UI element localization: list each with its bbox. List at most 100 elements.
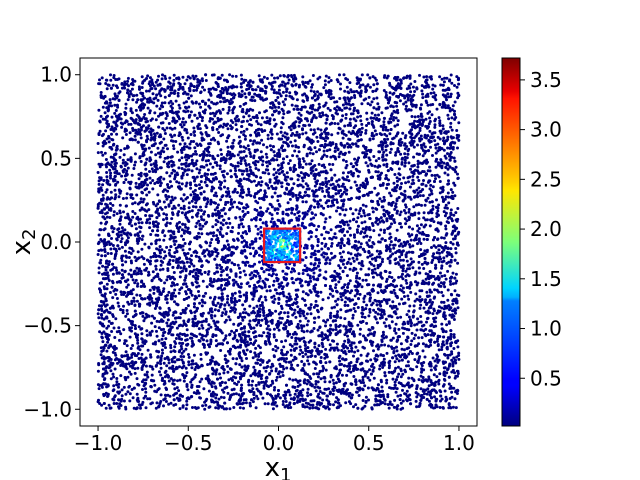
scatter-point xyxy=(118,402,122,406)
scatter-point xyxy=(360,73,364,77)
scatter-point xyxy=(446,173,450,177)
scatter-point xyxy=(310,85,314,89)
scatter-point xyxy=(182,123,186,127)
scatter-point xyxy=(173,288,177,292)
scatter-point xyxy=(349,162,353,166)
scatter-point xyxy=(128,392,132,396)
scatter-point xyxy=(439,281,443,285)
scatter-point xyxy=(107,233,111,237)
scatter-point xyxy=(187,360,191,364)
scatter-point xyxy=(389,147,393,151)
scatter-point xyxy=(392,246,396,250)
scatter-point xyxy=(264,168,268,172)
scatter-point xyxy=(148,217,152,221)
scatter-point xyxy=(456,306,460,310)
scatter-point xyxy=(347,257,351,261)
scatter-point xyxy=(321,398,325,402)
scatter-point xyxy=(249,139,252,143)
scatter-point xyxy=(199,396,202,400)
scatter-point xyxy=(236,191,239,194)
scatter-point xyxy=(352,307,356,310)
scatter-point xyxy=(316,328,320,332)
scatter-point xyxy=(440,348,444,351)
scatter-point xyxy=(421,92,425,96)
scatter-point xyxy=(154,80,158,84)
scatter-point xyxy=(455,133,459,137)
scatter-point xyxy=(344,401,348,405)
scatter-point xyxy=(253,99,257,103)
scatter-point xyxy=(434,165,438,169)
scatter-point xyxy=(343,364,347,368)
scatter-point xyxy=(312,372,316,376)
scatter-point xyxy=(307,267,311,271)
scatter-point xyxy=(125,344,129,348)
scatter-point xyxy=(159,393,163,397)
scatter-point xyxy=(203,210,207,214)
scatter-point xyxy=(280,137,284,141)
scatter-point xyxy=(164,400,168,403)
scatter-point xyxy=(442,366,446,370)
scatter-point xyxy=(450,219,454,223)
scatter-point xyxy=(269,220,273,224)
scatter-point xyxy=(264,152,268,156)
scatter-point xyxy=(226,243,230,247)
scatter-point xyxy=(434,263,438,267)
scatter-point xyxy=(198,301,202,305)
scatter-point xyxy=(135,377,139,381)
scatter-point xyxy=(263,283,267,287)
scatter-point xyxy=(301,290,305,294)
scatter-point xyxy=(191,205,195,209)
scatter-point xyxy=(120,174,124,178)
scatter-point xyxy=(162,404,165,408)
scatter-point xyxy=(212,136,215,140)
scatter-point xyxy=(214,120,218,124)
scatter-point xyxy=(346,334,349,338)
scatter-point xyxy=(214,334,218,337)
scatter-point xyxy=(146,106,150,110)
scatter-point xyxy=(360,122,364,126)
scatter-point xyxy=(162,200,166,204)
scatter-point xyxy=(353,294,357,298)
scatter-point xyxy=(229,198,233,202)
scatter-point xyxy=(97,387,101,391)
scatter-point xyxy=(417,179,421,182)
scatter-point xyxy=(272,167,276,171)
scatter-point xyxy=(121,136,125,140)
scatter-point xyxy=(324,262,327,266)
scatter-point xyxy=(380,385,384,389)
scatter-point xyxy=(403,189,407,193)
scatter-point xyxy=(441,127,445,131)
scatter-point xyxy=(156,361,160,365)
scatter-point xyxy=(297,150,301,154)
scatter-point xyxy=(112,210,116,214)
scatter-point xyxy=(351,174,355,178)
scatter-point xyxy=(299,117,302,121)
scatter-point xyxy=(339,142,343,146)
scatter-point xyxy=(262,384,266,388)
scatter-point xyxy=(195,237,199,241)
scatter-point xyxy=(385,153,389,157)
scatter-point xyxy=(277,84,281,88)
scatter-point xyxy=(312,305,316,309)
scatter-point xyxy=(385,301,389,305)
scatter-point xyxy=(392,118,395,122)
scatter-point xyxy=(364,204,368,208)
scatter-point xyxy=(346,283,350,286)
scatter-point xyxy=(286,315,290,319)
scatter-point xyxy=(189,133,193,136)
scatter-point xyxy=(385,378,389,382)
scatter-point xyxy=(374,399,378,403)
scatter-point xyxy=(195,88,198,92)
scatter-point xyxy=(121,161,125,165)
scatter-point xyxy=(209,358,213,362)
scatter-point xyxy=(330,242,334,245)
scatter-point xyxy=(105,87,109,91)
scatter-point xyxy=(99,91,103,94)
scatter-point xyxy=(123,147,127,151)
scatter-point xyxy=(390,222,393,226)
scatter-point xyxy=(301,80,305,84)
scatter-point xyxy=(163,250,167,254)
scatter-point xyxy=(442,210,446,214)
scatter-point xyxy=(168,174,172,178)
scatter-point xyxy=(425,75,429,79)
